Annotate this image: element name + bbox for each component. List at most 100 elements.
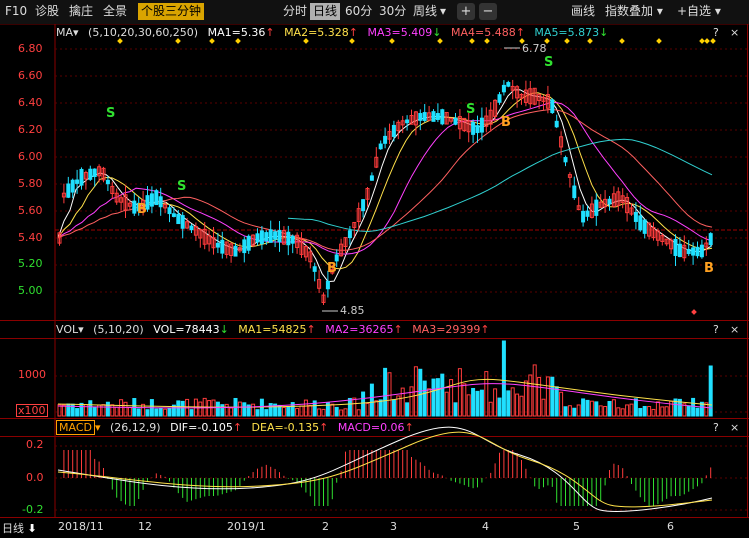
volume-bar-109	[537, 376, 542, 417]
tab-60min[interactable]: 60分	[345, 4, 373, 18]
volume-bar-145	[695, 407, 700, 417]
candle-body-117	[572, 185, 577, 199]
toolbar-panorama[interactable]: 全景	[103, 4, 128, 18]
event-diamond-1	[175, 38, 181, 44]
period-dropdown-icon[interactable]: ▾	[440, 4, 447, 18]
volume-bar-106	[523, 380, 528, 417]
ma-indicator-name[interactable]: MA	[56, 26, 74, 39]
candle-body-97	[484, 115, 489, 127]
volume-bar-146	[699, 401, 704, 417]
macd-close-icon[interactable]: ×	[730, 421, 740, 434]
date-label-12: 12	[138, 520, 152, 533]
ma-lines	[57, 89, 713, 283]
volume-bar-67	[352, 397, 357, 417]
event-diamond-red	[691, 309, 697, 315]
chart-frame	[0, 24, 749, 518]
volume-bar-148	[708, 365, 713, 417]
candle-body-105	[519, 93, 524, 99]
macd-indicator-name[interactable]: MACD	[56, 420, 95, 435]
candle-body-72	[374, 156, 379, 168]
volume-bar-49	[273, 403, 278, 417]
candlesticks	[57, 79, 713, 306]
volume-bar-119	[581, 398, 586, 417]
vol-ma3-arrow: ↑	[480, 323, 490, 336]
main-help-icon[interactable]: ?	[713, 26, 719, 39]
vol-close-icon[interactable]: ×	[730, 323, 740, 336]
index-overlay-dropdown[interactable]: 指数叠加 ▾	[605, 4, 663, 18]
volume-bar-52	[286, 406, 291, 417]
candle-body-109	[537, 93, 542, 102]
volume-bar-107	[528, 374, 533, 417]
volume-bar-136	[655, 401, 660, 417]
macd-help-icon[interactable]: ?	[713, 421, 719, 434]
candle-body-140	[673, 238, 678, 256]
volume-bar-43	[246, 404, 251, 417]
ma5-value: MA5=5.873	[534, 26, 600, 39]
candle-body-46	[259, 230, 264, 245]
vol-indicator-name[interactable]: VOL	[56, 323, 79, 336]
dea-arrow: ↑	[319, 421, 329, 434]
candle-body-27	[176, 213, 181, 225]
tab-timeshare[interactable]: 分时	[283, 4, 308, 18]
event-diamond-6	[389, 38, 395, 44]
volume-bar-25	[167, 407, 172, 417]
draw-line-button[interactable]: 画线	[571, 4, 596, 18]
grid-lines	[55, 48, 747, 511]
volume-bar-124	[603, 405, 608, 417]
candle-body-147	[704, 242, 709, 248]
zoom-out-button[interactable]: −	[479, 3, 497, 20]
toolbar-capture[interactable]: 擒庄	[69, 4, 94, 18]
main-close-icon[interactable]: ×	[730, 26, 740, 39]
add-favorite-dropdown[interactable]: +自选 ▾	[677, 4, 721, 18]
volume-bar-0	[57, 404, 62, 417]
volume-bar-117	[572, 407, 577, 417]
toolbar-diagnose[interactable]: 诊股	[35, 4, 60, 18]
tab-daily[interactable]: 日线	[310, 3, 341, 20]
date-label-2019-1: 2019/1	[227, 520, 266, 533]
vol-y-tick-1000: 1000	[18, 368, 46, 381]
volume-bar-58	[312, 400, 317, 417]
candle-body-34	[207, 235, 212, 245]
candle-body-138	[664, 238, 669, 245]
signal-b-7: B	[704, 261, 714, 276]
ma1-line	[57, 89, 713, 283]
tab-weekly[interactable]: 周线	[413, 4, 438, 18]
volume-bar-115	[563, 406, 568, 417]
toolbar-three-minute[interactable]: 个股三分钟	[138, 3, 205, 20]
y-tick-5.20: 5.20	[18, 257, 43, 270]
volume-bar-84	[427, 388, 432, 417]
tab-30min[interactable]: 30分	[379, 4, 407, 18]
volume-bar-63	[334, 406, 339, 417]
event-diamond-17	[704, 38, 710, 44]
candle-body-8	[92, 168, 97, 178]
candle-body-90	[453, 117, 458, 125]
zoom-in-button[interactable]: +	[457, 3, 475, 20]
volume-bar-120	[585, 399, 590, 417]
date-label-2018-11: 2018/11	[58, 520, 104, 533]
high-price-label: 6.78	[522, 42, 547, 55]
volume-bar-82	[418, 368, 423, 417]
volume-bar-104	[515, 393, 520, 417]
candle-body-20	[145, 195, 150, 210]
volume-bar-87	[440, 373, 445, 417]
date-mode-label[interactable]: 日线 ⬇	[2, 522, 37, 535]
signal-b-3: B	[327, 261, 337, 276]
candle-body-78	[400, 120, 405, 126]
toolbar-f10[interactable]: F10	[5, 4, 28, 18]
candle-body-23	[158, 196, 163, 208]
candle-body-108	[532, 87, 537, 105]
candle-body-19	[141, 199, 146, 210]
candle-body-12	[110, 185, 115, 194]
candle-body-98	[488, 109, 493, 125]
volume-bar-140	[673, 398, 678, 417]
volume-bar-70	[365, 402, 370, 417]
candle-body-92	[462, 117, 467, 132]
volume-bar-36	[215, 401, 220, 417]
vol-help-icon[interactable]: ?	[713, 323, 719, 336]
volume-ma-lines	[57, 378, 713, 409]
volume-bar-24	[163, 408, 168, 417]
candle-body-101	[501, 84, 506, 93]
event-diamond-8	[469, 38, 475, 44]
volume-bar-83	[422, 380, 427, 417]
